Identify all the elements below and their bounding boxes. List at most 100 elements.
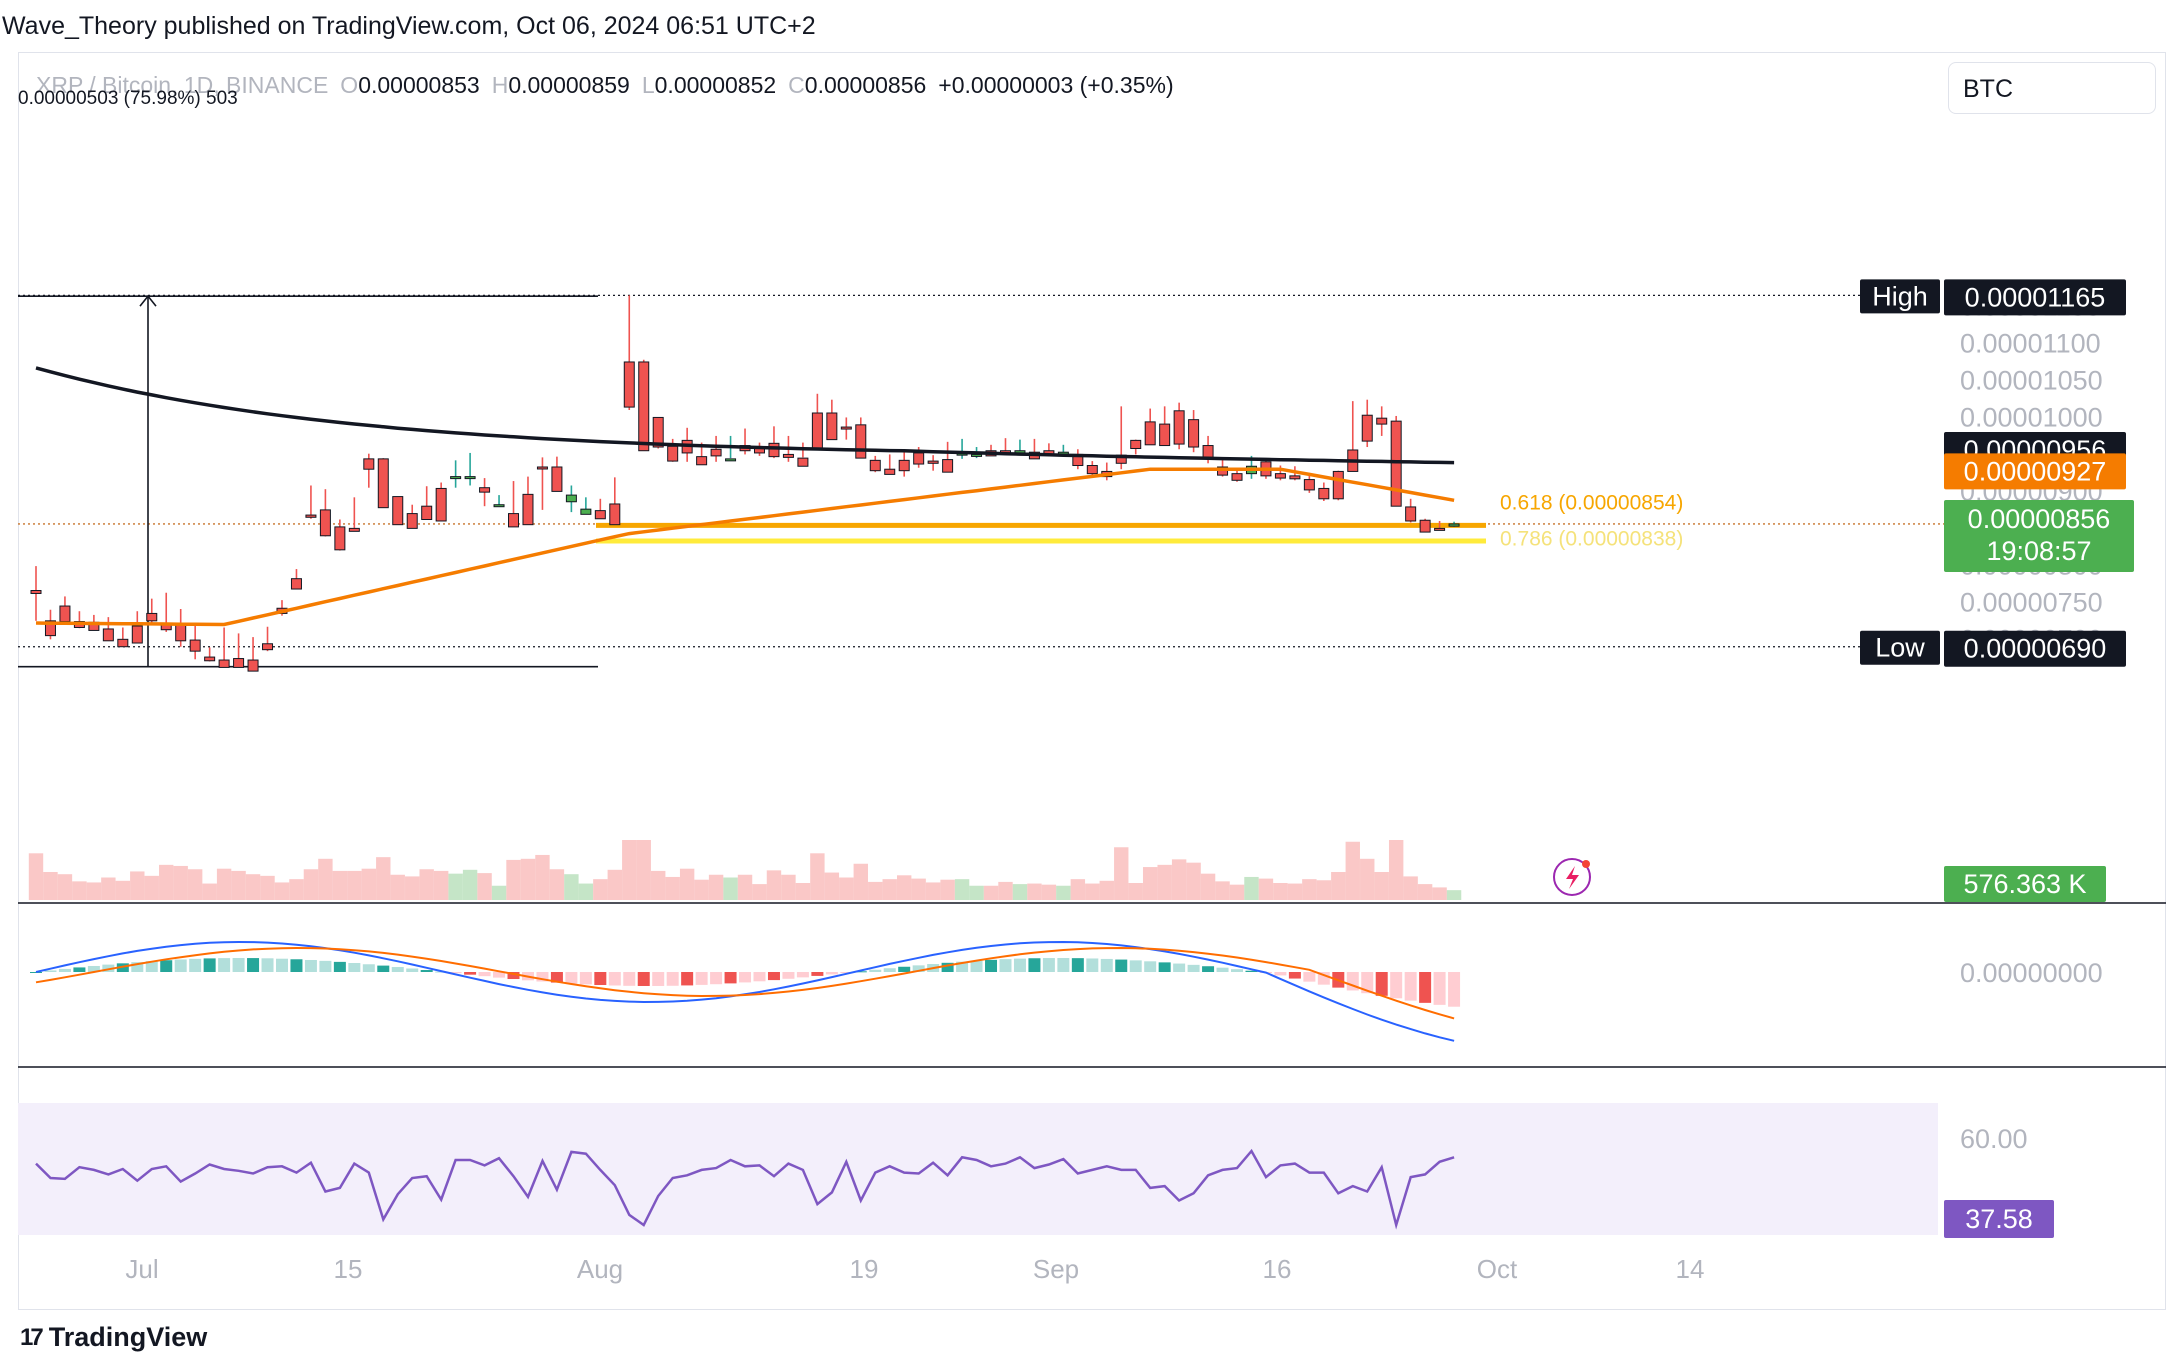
volume-bar <box>752 884 767 900</box>
volume-bar <box>1302 879 1317 900</box>
macd-histogram-bar <box>73 967 86 972</box>
macd-histogram-bar <box>1245 970 1258 972</box>
volume-bar <box>130 871 145 900</box>
volume-bar <box>1012 884 1028 900</box>
time-axis-label: Jul <box>125 1254 158 1284</box>
tradingview-brand: TradingView <box>48 1322 208 1352</box>
macd-histogram-bar <box>391 967 404 972</box>
macd-histogram-bar <box>695 972 708 985</box>
macd-histogram-bar <box>1071 958 1084 972</box>
macd-histogram-bar <box>1404 972 1417 1001</box>
macd-histogram-bar <box>854 971 867 973</box>
rsi-value-tag-bg <box>1944 1200 2054 1238</box>
candle-body <box>594 510 606 520</box>
macd-histogram-bar <box>623 972 636 986</box>
volume-bar <box>1331 872 1346 900</box>
low-value-tag: 0.00000690 <box>1964 634 2107 664</box>
macd-histogram-bar <box>377 965 390 972</box>
volume-bar <box>1186 862 1201 900</box>
macd-histogram-bar <box>304 959 317 972</box>
macd-histogram-bar <box>464 972 477 975</box>
macd-histogram-bar <box>681 972 694 986</box>
low-value-tag-bg <box>1944 630 2126 667</box>
macd-histogram-bar <box>1100 958 1113 972</box>
candle-body <box>826 412 838 441</box>
candle-body <box>536 466 548 470</box>
volume-bar <box>1142 867 1158 900</box>
volume-bar <box>549 869 565 900</box>
price-tick-label: 0.00001100 <box>1960 328 2101 358</box>
macd-histogram-bar <box>1216 967 1229 972</box>
volume-bar <box>781 874 796 900</box>
macd-histogram-bar <box>652 972 665 986</box>
time-axis-label: 16 <box>1263 1254 1292 1284</box>
candle-body <box>927 460 939 464</box>
tradingview-logo[interactable]: 17 TradingView <box>20 1322 207 1353</box>
macd-histogram-bar <box>1129 960 1142 972</box>
macd-histogram-bar <box>493 972 506 978</box>
volume-bar <box>651 870 666 900</box>
macd-histogram-bar <box>44 970 57 972</box>
chart-frame[interactable] <box>18 52 2166 1310</box>
time-axis-label: 19 <box>850 1254 879 1284</box>
macd-histogram-bar <box>30 972 42 973</box>
candle-body <box>247 659 259 672</box>
volume-bar <box>231 870 246 900</box>
high-value-tag: 0.00001165 <box>1965 282 2106 312</box>
macd-histogram-bar <box>739 972 752 983</box>
volume-bar <box>520 858 536 900</box>
candle-body <box>146 612 158 622</box>
volume-bar <box>925 882 941 900</box>
candle-body <box>1217 466 1229 476</box>
volume-bar <box>853 863 868 900</box>
volume-bar <box>839 877 854 900</box>
candle-body <box>768 442 780 458</box>
macd-histogram-bar <box>1115 959 1128 972</box>
macd-histogram-bar <box>1433 972 1446 1005</box>
volume-bar <box>708 874 724 900</box>
volume-bar <box>274 882 290 900</box>
candle-body <box>421 505 433 521</box>
volume-bar <box>86 882 102 900</box>
candle-body <box>189 639 201 652</box>
volume-tag-bg <box>1944 866 2106 902</box>
symbol-name[interactable]: XRP / Bitcoin, 1D, BINANCE <box>36 72 329 98</box>
volume-bar <box>491 885 507 900</box>
volume-bar <box>1417 884 1433 900</box>
volume-bar <box>723 877 738 900</box>
macd-histogram-bar <box>898 966 911 972</box>
volume-bar <box>1244 876 1259 900</box>
macd-histogram-bar <box>1187 964 1200 972</box>
volume-bar <box>332 870 348 900</box>
candle-body <box>942 459 954 473</box>
macd-histogram-bar <box>420 970 433 972</box>
candle-body <box>464 476 476 480</box>
candle-body <box>1130 439 1142 450</box>
candle-body <box>1434 527 1446 531</box>
lightning-icon <box>1566 866 1579 889</box>
countdown-tag: 19:08:57 <box>1986 536 2091 566</box>
open-value: 0.00000853 <box>358 72 480 98</box>
macd-histogram-bar <box>579 972 592 985</box>
candle-body <box>233 658 245 668</box>
volume-bar <box>101 877 116 900</box>
last-price-tag: 0.00000856 <box>1968 504 2111 534</box>
candle-body <box>117 638 129 648</box>
volume-bar <box>1200 873 1216 900</box>
chart-canvas[interactable]: 0.618 (0.00000854) 0.786 (0.00000838) 0.0… <box>0 0 2184 1310</box>
macd-histogram-bar <box>275 958 288 972</box>
volume-bar <box>810 853 825 900</box>
macd-histogram-bar <box>1158 962 1171 972</box>
candle-body <box>493 504 505 508</box>
volume-bar <box>1229 884 1245 900</box>
macd-histogram-bar <box>970 960 983 972</box>
volume-bar <box>57 874 73 900</box>
volume-bar <box>144 875 159 900</box>
candle-body <box>1144 421 1156 446</box>
macd-histogram-bar <box>999 959 1012 972</box>
currency-button[interactable]: BTC <box>1948 62 2156 114</box>
candle-body <box>348 527 360 532</box>
macd-histogram-bar <box>796 972 809 978</box>
macd-histogram-bar <box>261 958 274 972</box>
candle-body <box>30 590 42 594</box>
